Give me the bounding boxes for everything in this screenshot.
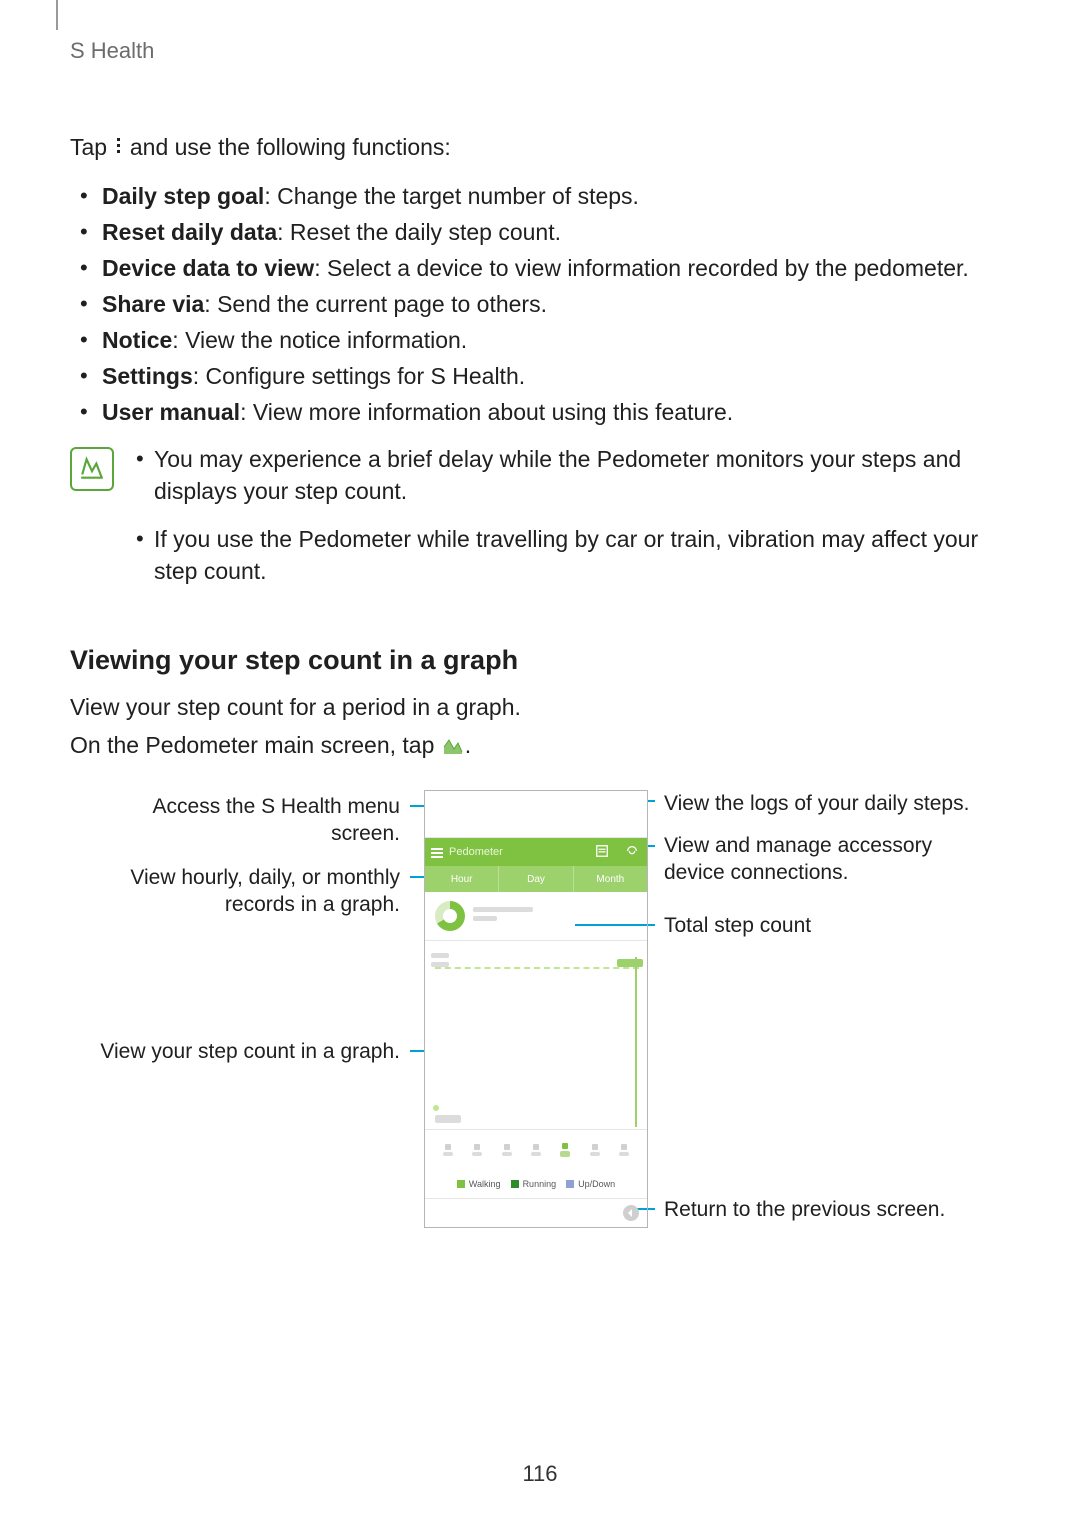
list-desc: : Reset the daily step count. [277,219,561,245]
callout-total: Total step count [664,912,964,939]
note-block: You may experience a brief delay while t… [70,443,1010,603]
note-list: You may experience a brief delay while t… [136,443,1010,603]
note-item: If you use the Pedometer while travellin… [154,523,1010,587]
legend-swatch [457,1180,465,1188]
today-summary [425,892,647,941]
today-figures [473,907,533,925]
note-icon [70,447,114,491]
list-item: User manual: View more information about… [98,395,1010,429]
hamburger-menu-icon[interactable] [425,847,449,857]
callout-back: Return to the previous screen. [664,1196,984,1223]
callout-graph: View your step count in a graph. [80,1038,400,1065]
goal-badge [617,959,643,967]
list-item: Share via: Send the current page to othe… [98,287,1010,321]
legend-label: Up/Down [578,1179,615,1189]
note-item: You may experience a brief delay while t… [154,443,1010,507]
tab-day[interactable]: Day [499,866,573,892]
list-desc: : Send the current page to others. [204,291,547,317]
legend-label: Running [523,1179,557,1189]
functions-list: Daily step goal: Change the target numbe… [70,179,1010,429]
legend-label: Walking [469,1179,501,1189]
list-desc: : Select a device to view information re… [314,255,969,281]
graph-icon [443,730,463,748]
manual-page: S Health Tap and use the following funct… [0,0,1080,1527]
more-options-icon [115,137,121,157]
legend-swatch [566,1180,574,1188]
list-term: Share via [102,291,204,317]
log-icon[interactable] [595,844,609,860]
y-axis-labels [431,953,449,967]
phone-title-actions [587,838,647,866]
goal-line [435,967,639,971]
list-desc: : View the notice information. [172,327,467,353]
annotated-screenshot: Access the S Health menu screen. View ho… [70,790,1010,1250]
list-desc: : Configure settings for S Health. [193,363,525,389]
section-para-1: View your step count for a period in a g… [70,690,1010,724]
list-term: Device data to view [102,255,314,281]
list-term: User manual [102,399,240,425]
step-graph [425,941,647,1130]
section-para-2: On the Pedometer main screen, tap . [70,728,1010,762]
list-term: Notice [102,327,172,353]
list-item: Reset daily data: Reset the daily step c… [98,215,1010,249]
intro-paragraph: Tap and use the following functions: [70,134,1010,161]
phone-titlebar: Pedometer [425,838,647,866]
intro-text-before: Tap [70,134,113,160]
section-heading: Viewing your step count in a graph [70,645,1010,676]
list-item: Settings: Configure settings for S Healt… [98,359,1010,393]
callout-tabs: View hourly, daily, or monthly records i… [120,864,400,918]
leader-line [410,1050,424,1052]
x-axis-ticks [425,1130,647,1170]
running-header: S Health [70,38,1010,64]
intro-text-after: and use the following functions: [123,134,450,160]
para2-before: On the Pedometer main screen, tap [70,732,441,758]
para2-after: . [465,732,471,758]
legend-swatch [511,1180,519,1188]
callout-conn: View and manage accessory device connect… [664,832,964,886]
legend-item: Running [511,1179,557,1189]
connectivity-icon[interactable] [625,844,639,860]
phone-status-bar [425,791,647,838]
graph-dot [433,1105,439,1111]
list-term: Reset daily data [102,219,277,245]
graph-bar [635,957,637,1127]
list-desc: : View more information about using this… [240,399,733,425]
legend-item: Walking [457,1179,501,1189]
callout-menu: Access the S Health menu screen. [130,793,400,847]
list-item: Device data to view: Select a device to … [98,251,1010,285]
progress-donut-icon [435,901,465,931]
list-term: Settings [102,363,193,389]
phone-footer [425,1198,647,1227]
margin-tab-mark [56,0,58,30]
chart-legend: Walking Running Up/Down [425,1170,647,1198]
callout-logs: View the logs of your daily steps. [664,790,1004,817]
list-term: Daily step goal [102,183,264,209]
phone-title: Pedometer [449,846,587,858]
list-desc: : Change the target number of steps. [264,183,639,209]
page-number: 116 [0,1461,1080,1487]
phone-mockup: Pedometer Hour Day Month [424,790,648,1228]
list-item: Notice: View the notice information. [98,323,1010,357]
legend-item: Up/Down [566,1179,615,1189]
back-icon[interactable] [623,1205,639,1221]
list-item: Daily step goal: Change the target numbe… [98,179,1010,213]
phone-tabs: Hour Day Month [425,866,647,892]
tab-hour[interactable]: Hour [425,866,499,892]
graph-label [435,1115,461,1123]
tab-month[interactable]: Month [574,866,647,892]
